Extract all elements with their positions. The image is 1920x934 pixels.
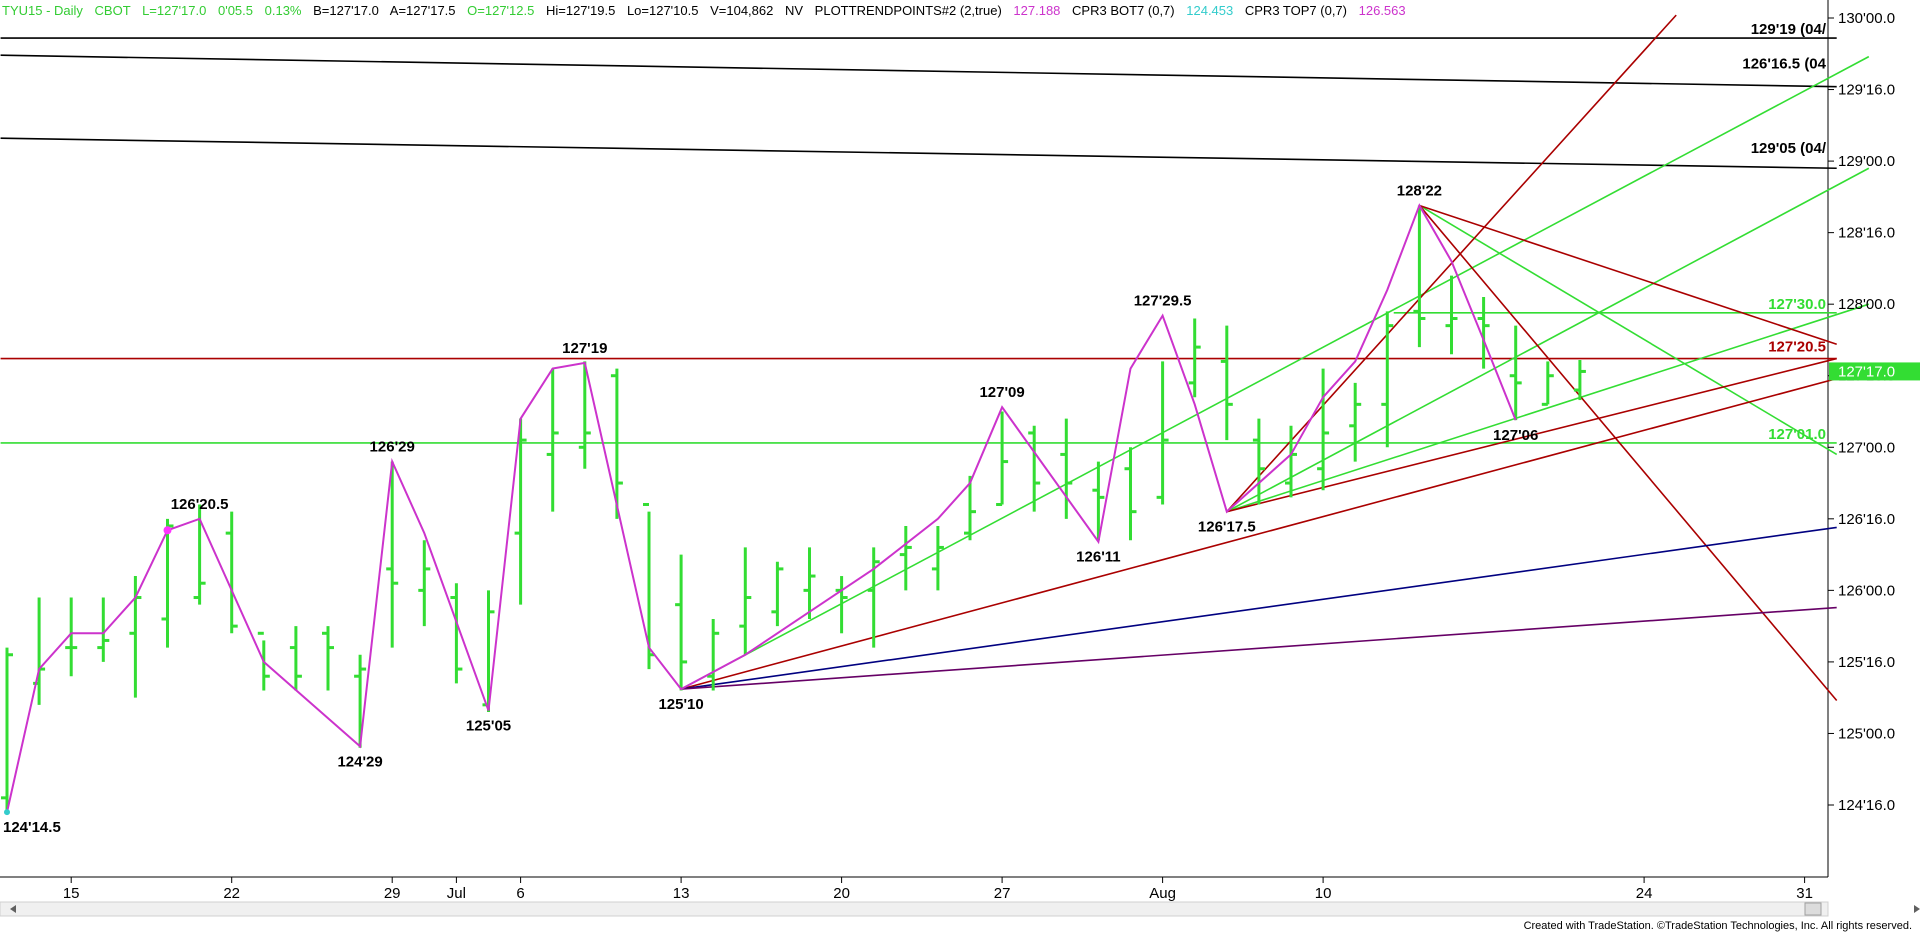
price-tick-label: 125'16.0 [1838, 654, 1895, 671]
price-tick-label: 126'00.0 [1838, 582, 1895, 599]
price-tick-label: 126'16.0 [1838, 511, 1895, 528]
trend-line-red [1226, 357, 1837, 513]
level-label: 126'16.5 (04 [1742, 55, 1826, 72]
pivot-label: 128'22 [1397, 182, 1442, 199]
last-price-marker [1829, 362, 1920, 381]
pivot-label: 126'20.5 [171, 496, 229, 513]
trend-line-green [1418, 204, 1838, 456]
header-study3: CPR3 TOP7 (0,7) [1245, 3, 1347, 18]
price-axis: 130'00.0 129'16.0 129'00.0 128'16.0 128'00.0… [1828, 10, 1920, 814]
date-tick-label: 24 [1636, 885, 1653, 902]
price-tick-label: 128'16.0 [1838, 225, 1895, 242]
date-tick-label: 15 [63, 885, 80, 902]
date-tick-label: 29 [384, 885, 401, 902]
level-label: 127'30.0 [1768, 296, 1826, 313]
pivot-label: 127'19 [562, 340, 607, 357]
price-tick-label: 130'00.0 [1838, 10, 1895, 27]
price-bars [1, 205, 1586, 813]
trend-line-black [0, 54, 1837, 88]
scrollbar-track[interactable] [0, 901, 1829, 917]
date-tick-label: 20 [833, 885, 850, 902]
scroll-left-arrow-icon[interactable] [10, 905, 16, 913]
header-exchange: CBOT [95, 3, 131, 18]
pivot-label: 124'14.5 [3, 819, 61, 836]
trend-line-navy [680, 526, 1837, 690]
date-tick-label: 27 [994, 885, 1011, 902]
pivot-label: 126'17.5 [1198, 519, 1256, 536]
date-tick-label: Aug [1149, 885, 1176, 902]
header-study2: CPR3 BOT7 (0,7) [1072, 3, 1175, 18]
date-tick-label: 13 [673, 885, 690, 902]
header-symbol: TYU15 - Daily [2, 3, 83, 18]
pivot-label: 126'29 [370, 439, 415, 456]
date-tick-label: 10 [1315, 885, 1332, 902]
footer-copyright: Created with TradeStation. ©TradeStation… [1523, 920, 1912, 932]
pivot-marker [163, 526, 172, 535]
pivot-marker [4, 809, 10, 816]
zigzag-polyline [6, 203, 1517, 813]
level-labels: 129'19 (04/126'16.5 (04 129'05 (04/127'30… [1742, 21, 1826, 443]
pivot-label: 124'29 [337, 753, 382, 770]
header-open: O=127'12.5 [467, 3, 534, 18]
trend-line-green [1226, 303, 1870, 513]
header-nv: NV [785, 3, 803, 18]
header-ask: A=127'17.5 [390, 3, 456, 18]
header-study1: PLOTTRENDPOINTS#2 (2,true) [815, 3, 1002, 18]
header-high: Hi=127'19.5 [546, 3, 615, 18]
date-tick-label: Jul [447, 885, 466, 902]
pivot-label: 127'06 [1493, 427, 1538, 444]
price-tick-label: 129'00.0 [1838, 153, 1895, 170]
level-label: 127'01.0 [1768, 426, 1826, 443]
scroll-right-arrow-icon[interactable] [1914, 905, 1920, 913]
price-tick-label: 125'00.0 [1838, 725, 1895, 742]
price-tick-label: 127'00.0 [1838, 439, 1895, 456]
last-price-label: 127'17.0 [1838, 363, 1895, 380]
header-study3-value: 126.563 [1359, 3, 1406, 18]
level-label: 129'19 (04/ [1751, 21, 1827, 38]
horizontal-scrollbar[interactable] [0, 901, 1920, 917]
header-last: L=127'17.0 [142, 3, 206, 18]
date-axis: 15 22 29 Jul 6 13 20 27 Aug 10 24 31 [63, 877, 1813, 902]
header-volume: V=104,862 [710, 3, 773, 18]
trend-line-red [1418, 204, 1838, 702]
header-study2-value: 124.453 [1186, 3, 1233, 18]
date-tick-label: 31 [1796, 885, 1813, 902]
pivot-label: 125'10 [658, 696, 703, 713]
trend-lines [0, 14, 1870, 702]
pivot-label: 125'05 [466, 718, 511, 735]
scrollbar-thumb[interactable] [1804, 902, 1822, 916]
date-tick-label: 6 [516, 885, 524, 902]
price-tick-label: 124'16.0 [1838, 797, 1895, 814]
pivot-label: 127'09 [979, 384, 1024, 401]
header-low: Lo=127'10.5 [627, 3, 699, 18]
trend-line-green [680, 55, 1870, 690]
header-bid: B=127'17.0 [313, 3, 379, 18]
trend-line-red [1419, 204, 1837, 346]
date-tick-label: 22 [223, 885, 240, 902]
price-tick-label: 128'00.0 [1838, 296, 1895, 313]
pivot-label: 127'29.5 [1134, 293, 1192, 310]
price-tick-label: 129'16.0 [1838, 82, 1895, 99]
trend-line-green [1226, 167, 1870, 513]
zigzag-line [4, 203, 1517, 816]
trend-line-purple [681, 606, 1837, 690]
header-study1-value: 127.188 [1013, 3, 1060, 18]
level-label: 129'05 (04/ [1751, 140, 1827, 157]
pivot-label: 126'11 [1076, 549, 1120, 566]
pivot-labels: 124'14.5 126'20.5 124'29 126'29 125'05 127'19… [3, 182, 1538, 836]
header-text: TYU15 - Daily CBOT L=127'17.0 0'05.5 0.1… [2, 3, 1406, 18]
level-label: 127'20.5 [1768, 339, 1826, 356]
header-change: 0'05.5 [218, 3, 253, 18]
trend-line-black [0, 137, 1837, 170]
header-change-pct: 0.13% [265, 3, 302, 18]
